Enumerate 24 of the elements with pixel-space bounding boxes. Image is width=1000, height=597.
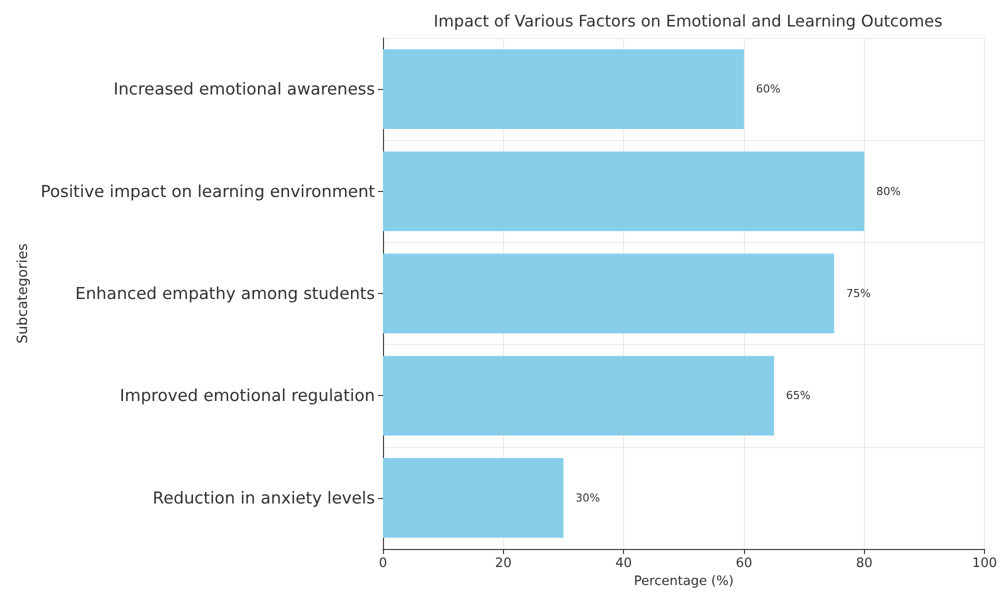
data-label: 65% xyxy=(786,389,810,402)
bar xyxy=(383,151,864,232)
y-tick-label: Improved emotional regulation xyxy=(120,386,375,406)
bar xyxy=(383,49,744,129)
y-axis-title: Subcategories xyxy=(14,243,31,344)
data-label: 30% xyxy=(575,491,600,504)
bar xyxy=(383,458,564,538)
data-label: 60% xyxy=(756,82,780,96)
x-tick-label: 0 xyxy=(378,556,388,571)
data-label: 75% xyxy=(846,287,871,300)
x-tick-label: 100 xyxy=(972,556,998,571)
bar xyxy=(383,254,834,334)
y-tick-label: Reduction in anxiety levels xyxy=(152,488,375,508)
x-tick-label: 80 xyxy=(856,556,873,571)
y-tick-label: Increased emotional awareness xyxy=(113,80,375,99)
bar xyxy=(383,356,774,436)
x-tick-label: 60 xyxy=(736,556,752,571)
x-axis-title: Percentage (%) xyxy=(634,574,734,589)
x-tick-label: 20 xyxy=(495,556,512,571)
y-tick-label: Positive impact on learning environment xyxy=(40,182,376,201)
chart-title: Impact of Various Factors on Emotional and Learning Outcomes xyxy=(434,12,942,30)
y-tick-label: Enhanced empathy among students xyxy=(75,284,375,303)
x-tick-label: 40 xyxy=(615,556,632,571)
data-label: 80% xyxy=(876,184,901,198)
